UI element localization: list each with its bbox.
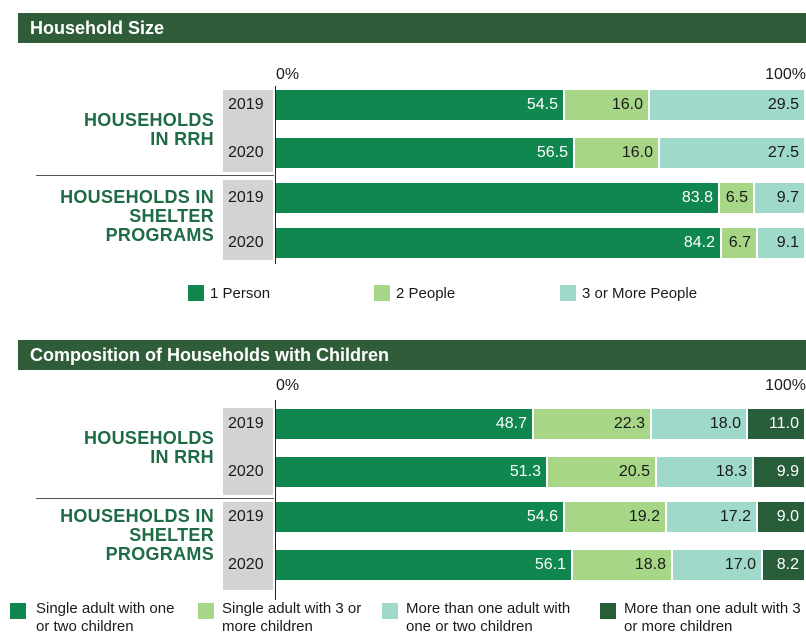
axis-max-label: 100% xyxy=(765,66,806,83)
legend-label-1-person: 1 Person xyxy=(210,285,271,302)
bar-value-label: 6.5 xyxy=(725,189,748,206)
legend-label-multi-3plus: More than one adult with 3 or more child… xyxy=(624,600,801,635)
year-label: 2019 xyxy=(228,189,264,206)
bar-value-label: 16.0 xyxy=(621,144,653,161)
group-label-shelter: HOUSEHOLDS IN SHELTER PROGRAMS xyxy=(60,187,214,245)
bar-segment: 56.5 xyxy=(276,138,573,168)
bar-segment: 22.3 xyxy=(534,409,650,439)
bar-segment: 54.5 xyxy=(276,90,563,120)
bar-value-label: 22.3 xyxy=(613,415,645,432)
axis-min-label: 0% xyxy=(276,377,300,394)
legend-label-2-people: 2 People xyxy=(396,285,456,302)
bar-value-label: 54.5 xyxy=(526,96,558,113)
y-axis-line xyxy=(275,400,276,600)
group-separator xyxy=(36,498,274,499)
bar-segment: 17.0 xyxy=(673,550,761,580)
year-label: 2020 xyxy=(228,463,264,480)
bar-value-label: 19.2 xyxy=(628,508,660,525)
bar-segment: 9.1 xyxy=(758,228,804,258)
bar-value-label: 9.1 xyxy=(776,234,799,251)
bar-segment: 54.6 xyxy=(276,502,563,532)
bar-segment: 48.7 xyxy=(276,409,532,439)
axis-max-label: 100% xyxy=(765,377,806,394)
year-label: 2020 xyxy=(228,144,264,161)
bar-segment: 51.3 xyxy=(276,457,546,487)
bar-segment: 9.0 xyxy=(758,502,804,532)
bar-value-label: 56.5 xyxy=(536,144,568,161)
bar-value-label: 27.5 xyxy=(767,144,799,161)
bar-value-label: 9.7 xyxy=(776,189,799,206)
bar-segment: 29.5 xyxy=(650,90,804,120)
bar-segment: 8.2 xyxy=(763,550,804,580)
y-axis-line xyxy=(275,86,276,264)
bar-segment: 19.2 xyxy=(565,502,665,532)
bar-value-label: 54.6 xyxy=(526,508,558,525)
bar-value-label: 84.2 xyxy=(683,234,715,251)
bar-segment: 27.5 xyxy=(660,138,804,168)
bar-value-label: 6.7 xyxy=(728,234,751,251)
year-label: 2019 xyxy=(228,508,264,525)
legend-swatch-1-person xyxy=(188,285,204,301)
year-column-shelter xyxy=(223,180,273,260)
bar-segment: 11.0 xyxy=(748,409,804,439)
bar-segment: 9.9 xyxy=(754,457,804,487)
legend-swatch-multi-3plus xyxy=(600,603,616,619)
bar-value-label: 18.3 xyxy=(715,463,747,480)
legend-swatch-multi-1-2 xyxy=(382,603,398,619)
chart-title-household-size: Household Size xyxy=(18,13,806,43)
year-label: 2020 xyxy=(228,234,264,251)
bar-value-label: 51.3 xyxy=(509,463,541,480)
group-label-rrh: HOUSEHOLDS IN RRH xyxy=(83,428,214,467)
bar-segment: 84.2 xyxy=(276,228,720,258)
year-column-rrh xyxy=(223,90,273,172)
legend-label-single-1-2: Single adult with one or two children xyxy=(36,600,175,635)
bar-value-label: 56.1 xyxy=(534,556,566,573)
legend-swatch-single-1-2 xyxy=(10,603,26,619)
bar-value-label: 18.8 xyxy=(634,556,666,573)
bar-segment: 18.8 xyxy=(573,550,671,580)
chart-title-composition: Composition of Households with Children xyxy=(18,340,806,370)
bar-value-label: 29.5 xyxy=(767,96,799,113)
bar-segment: 56.1 xyxy=(276,550,571,580)
axis-min-label: 0% xyxy=(276,66,300,83)
bar-segment: 83.8 xyxy=(276,183,718,213)
bar-value-label: 17.2 xyxy=(719,508,751,525)
bar-segment: 9.7 xyxy=(755,183,804,213)
year-label: 2019 xyxy=(228,96,264,113)
bar-value-label: 8.2 xyxy=(776,556,799,573)
bar-value-label: 16.0 xyxy=(611,96,643,113)
bar-value-label: 17.0 xyxy=(724,556,756,573)
bar-segment: 20.5 xyxy=(548,457,655,487)
bar-segment: 16.0 xyxy=(575,138,658,168)
bar-value-label: 48.7 xyxy=(495,415,527,432)
bar-value-label: 20.5 xyxy=(618,463,650,480)
legend-label-3-or-more: 3 or More People xyxy=(582,285,698,302)
bar-segment: 18.0 xyxy=(652,409,746,439)
bar-segment: 17.2 xyxy=(667,502,756,532)
legend-label-single-3plus: Single adult with 3 or more children xyxy=(222,600,362,635)
bar-value-label: 9.9 xyxy=(776,463,799,480)
year-column-shelter xyxy=(223,502,273,590)
bar-value-label: 83.8 xyxy=(681,189,713,206)
group-separator xyxy=(36,175,274,176)
bar-segment: 6.7 xyxy=(722,228,756,258)
legend-swatch-2-people xyxy=(374,285,390,301)
group-label-shelter: HOUSEHOLDS IN SHELTER PROGRAMS xyxy=(60,506,214,564)
legend-label-multi-1-2: More than one adult with one or two chil… xyxy=(406,600,571,635)
year-column-rrh xyxy=(223,408,273,495)
bar-value-label: 9.0 xyxy=(776,508,799,525)
bar-value-label: 18.0 xyxy=(709,415,741,432)
legend-swatch-3-or-more xyxy=(560,285,576,301)
legend-swatch-single-3plus xyxy=(198,603,214,619)
bar-segment: 18.3 xyxy=(657,457,752,487)
year-label: 2020 xyxy=(228,556,264,573)
group-label-rrh: HOUSEHOLDS IN RRH xyxy=(83,110,214,149)
year-label: 2019 xyxy=(228,415,264,432)
bar-value-label: 11.0 xyxy=(769,415,799,432)
bar-segment: 6.5 xyxy=(720,183,753,213)
bar-segment: 16.0 xyxy=(565,90,648,120)
